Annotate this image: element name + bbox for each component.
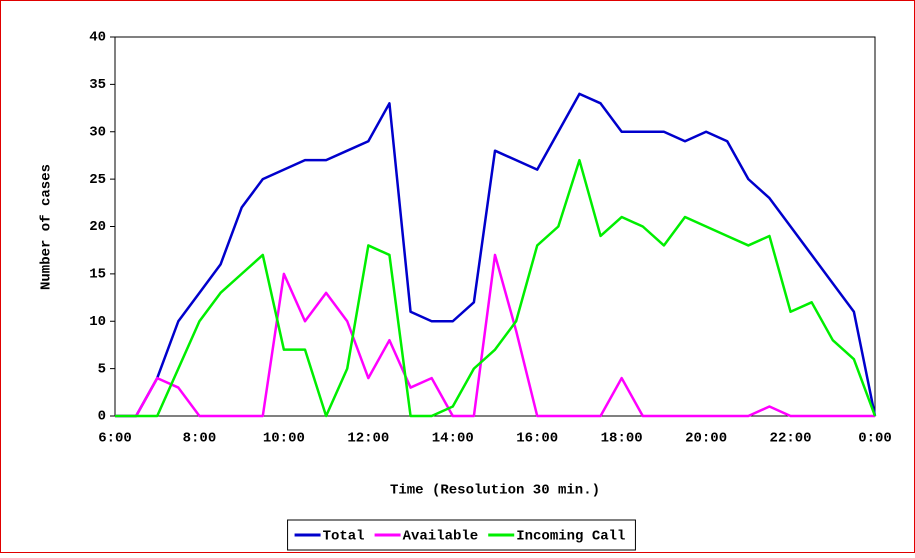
- y-tick-label: 15: [89, 267, 106, 283]
- y-tick-label: 25: [89, 172, 106, 188]
- legend: Total Available Incoming Call: [287, 519, 636, 551]
- y-tick-label: 5: [98, 361, 106, 377]
- legend-label: Incoming Call: [516, 529, 625, 545]
- x-tick-label: 8:00: [183, 431, 217, 447]
- x-tick-label: 18:00: [601, 431, 643, 447]
- y-tick-label: 0: [98, 409, 106, 425]
- x-tick-label: 10:00: [263, 431, 305, 447]
- x-tick-label: 16:00: [516, 431, 558, 447]
- x-tick-label: 14:00: [432, 431, 474, 447]
- plot-area: [114, 36, 876, 417]
- series-line: [115, 253, 875, 418]
- y-tick-label: 10: [89, 314, 106, 330]
- legend-box: [287, 519, 636, 551]
- x-axis-label: Time (Resolution 30 min.): [390, 483, 600, 499]
- y-tick-label: 35: [89, 77, 106, 93]
- x-tick-label: 20:00: [685, 431, 727, 447]
- series-line: [115, 158, 877, 418]
- legend-label: Total: [323, 529, 365, 545]
- y-axis-label: Number of cases: [39, 164, 55, 290]
- x-tick-label: 12:00: [347, 431, 389, 447]
- x-tick-label: 6:00: [98, 431, 132, 447]
- series-line: [115, 92, 877, 418]
- x-tick-label: 22:00: [770, 431, 812, 447]
- x-tick-label: 0:00: [858, 431, 892, 447]
- y-tick-label: 20: [89, 219, 106, 235]
- y-tick-label: 30: [89, 124, 106, 140]
- legend-label: Available: [403, 529, 479, 545]
- y-tick-label: 40: [89, 30, 106, 46]
